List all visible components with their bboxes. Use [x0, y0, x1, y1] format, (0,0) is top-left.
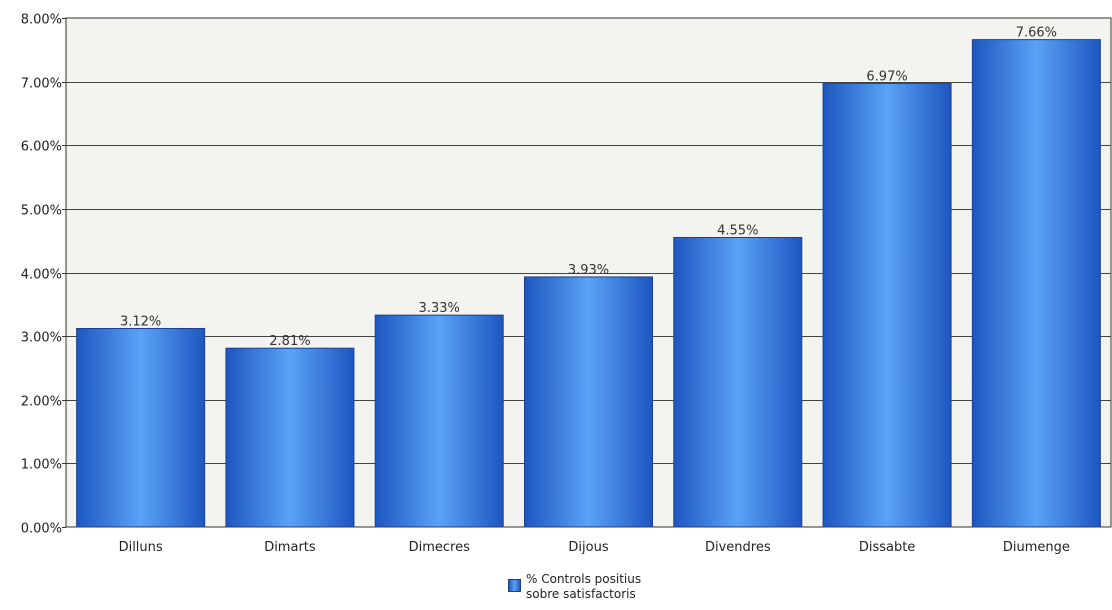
legend-swatch: [508, 579, 521, 592]
bar-dissabte: [822, 83, 952, 528]
legend: % Controls positius sobre satisfactoris: [508, 572, 676, 602]
y-tick-label: 0.00%: [21, 522, 62, 537]
data-label: 3.93%: [568, 263, 609, 278]
y-tick-label: 5.00%: [21, 204, 62, 219]
data-label: 2.81%: [269, 334, 310, 349]
bar-diumenge: [971, 39, 1101, 528]
y-tick-label: 3.00%: [21, 331, 62, 346]
bar-dijous: [524, 276, 653, 528]
legend-label: % Controls positius sobre satisfactoris: [526, 572, 676, 602]
bars: 3.12% 2.81% 3.33% 3.93% 4.55% 6.97% 7.66%: [76, 26, 1101, 528]
data-label: 3.33%: [419, 301, 460, 316]
y-tick-label: 8.00%: [21, 13, 62, 28]
y-tick-label: 4.00%: [21, 268, 62, 283]
x-tick-label: Dissabte: [859, 540, 915, 555]
y-tick-label: 7.00%: [21, 77, 62, 92]
bar-divendres: [673, 237, 803, 528]
y-tick-label: 1.00%: [21, 458, 62, 473]
bar-dimecres: [374, 314, 504, 528]
legend-label-line1: % Controls positius: [526, 572, 642, 586]
data-label: 6.97%: [866, 70, 907, 85]
bar-dilluns: [76, 327, 206, 528]
y-tick-label: 2.00%: [21, 395, 62, 410]
legend-label-line2: sobre satisfactoris: [526, 587, 636, 601]
x-tick-label: Dilluns: [119, 540, 163, 555]
y-axis-ticks: 0.00% 1.00% 2.00% 3.00% 4.00% 5.00% 6.00% 7.00%…: [21, 13, 66, 537]
x-tick-label: Dimecres: [409, 540, 470, 555]
data-label: 7.66%: [1016, 26, 1057, 41]
bar-dimarts: [225, 347, 355, 528]
x-tick-label: Divendres: [705, 540, 771, 555]
x-tick-label: Dijous: [568, 540, 608, 555]
x-tick-label: Diumenge: [1003, 540, 1070, 555]
y-tick-label: 6.00%: [21, 140, 62, 155]
x-axis-ticks: Dilluns Dimarts Dimecres Dijous Divendres Dis…: [119, 540, 1070, 555]
data-label: 3.12%: [120, 314, 161, 329]
data-label: 4.55%: [717, 224, 758, 239]
x-tick-label: Dimarts: [264, 540, 316, 555]
